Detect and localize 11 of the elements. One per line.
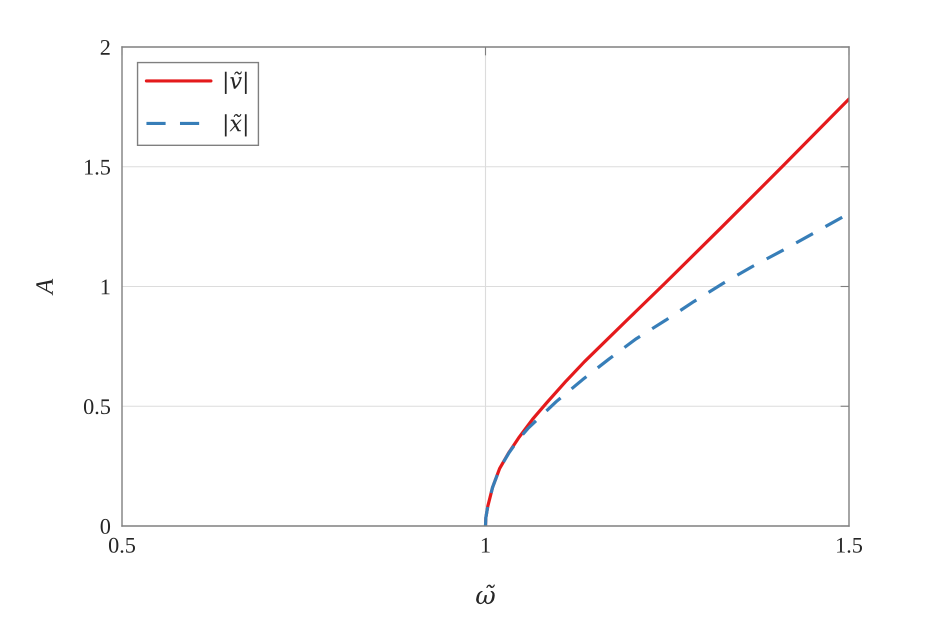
y-tick-label: 0.5 bbox=[84, 399, 110, 414]
y-tick-label: 2 bbox=[100, 40, 110, 55]
x-tick-label: 1 bbox=[482, 538, 490, 553]
y-tick-label: 0 bbox=[100, 518, 110, 534]
y-tick-label: 1 bbox=[102, 280, 110, 294]
x-axis-title: ω̃ bbox=[476, 584, 495, 604]
legend-label: |x̃| bbox=[224, 114, 247, 136]
y-tick-label: 1.5 bbox=[85, 160, 110, 175]
y-axis-title: A bbox=[36, 278, 53, 296]
x-tick-label: 1.5 bbox=[837, 538, 862, 553]
legend-label: |ṽ| bbox=[224, 71, 247, 94]
